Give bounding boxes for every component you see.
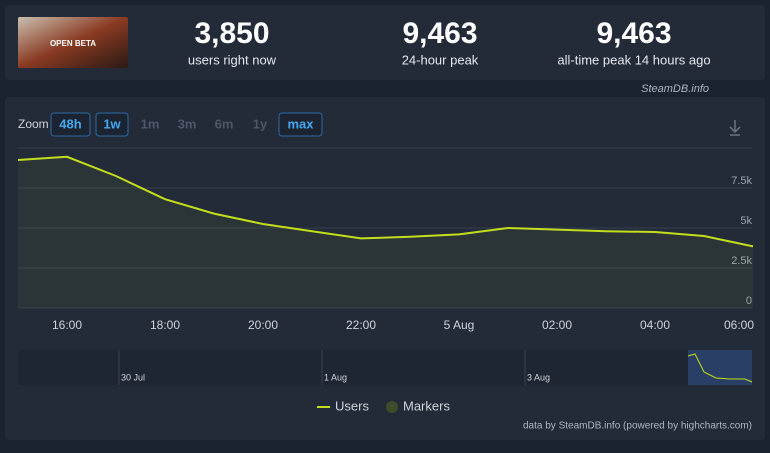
x-tick-label: 22:00 — [346, 318, 376, 332]
x-tick-label: 5 Aug — [444, 318, 475, 332]
line — [17, 155, 754, 248]
zoom-button[interactable] — [278, 112, 323, 137]
zoom-label: Zoom — [18, 117, 49, 131]
legend-label[interactable]: Markers — [403, 398, 450, 413]
zoom-button[interactable] — [50, 112, 91, 137]
x-tick-label: 16:00 — [52, 318, 82, 332]
x-tick-label: 04:00 — [640, 318, 670, 332]
x-tick-label: 06:00 — [724, 318, 754, 332]
download-icon[interactable] — [729, 120, 741, 136]
y-tick-label: 2.5k — [731, 255, 752, 267]
stat-value: 9,463 — [596, 17, 671, 50]
y-tick-label: 7.5k — [731, 175, 752, 187]
x-tick-label: 18:00 — [150, 318, 180, 332]
x-tick-label: 02:00 — [542, 318, 572, 332]
legend-swatch — [386, 401, 398, 413]
y-tick-label: 0 — [746, 295, 752, 307]
stat-label: users right now — [188, 52, 277, 67]
stat-label: 24-hour peak — [402, 52, 479, 67]
thumbnail-text: OPEN BETA — [50, 39, 96, 48]
y-tick-label: 5k — [740, 215, 752, 227]
legend-label[interactable]: Users — [335, 398, 369, 413]
zoom-button[interactable] — [95, 112, 129, 137]
zoom-button-text[interactable]: 1m — [141, 116, 160, 131]
navigator — [18, 350, 752, 385]
stats-panel — [5, 5, 765, 80]
navigator-label: 30 Jul — [121, 372, 145, 382]
zoom-button-text[interactable]: 6m — [215, 116, 234, 131]
zoom-button-text[interactable]: max — [287, 116, 314, 131]
source[interactable]: SteamDB.info — [641, 83, 709, 95]
navigator-line — [687, 353, 753, 383]
zoom-button-text[interactable]: 1y — [253, 116, 268, 131]
stat-value: 3,850 — [194, 17, 269, 50]
stat-value: 9,463 — [402, 17, 477, 50]
area — [18, 156, 753, 308]
stat-label: all-time peak 14 hours ago — [557, 52, 710, 67]
x-tick-label: 20:00 — [248, 318, 278, 332]
navigator-label: 3 Aug — [527, 372, 550, 382]
navigator-label: 1 Aug — [324, 372, 347, 382]
credit[interactable]: data by SteamDB.info (powered by highcha… — [523, 421, 752, 432]
zoom-button-text[interactable]: 48h — [59, 116, 81, 131]
navigator-window[interactable] — [688, 350, 752, 385]
zoom-button-text[interactable]: 1w — [103, 116, 121, 131]
game-thumbnail[interactable] — [18, 17, 128, 68]
zoom-button-text[interactable]: 3m — [178, 116, 197, 131]
